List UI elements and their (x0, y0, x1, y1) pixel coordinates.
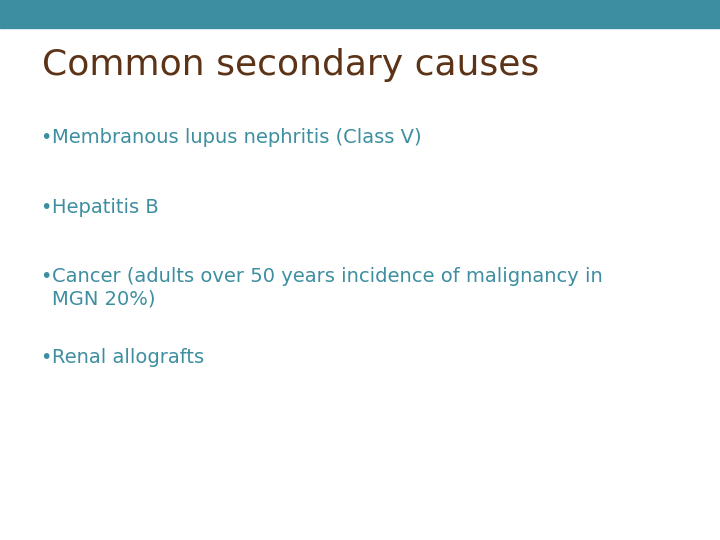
Text: •: • (40, 128, 51, 147)
Text: •: • (40, 348, 51, 367)
Text: Hepatitis B: Hepatitis B (52, 198, 158, 217)
Text: •: • (40, 198, 51, 217)
Text: •: • (40, 267, 51, 286)
Text: Common secondary causes: Common secondary causes (42, 48, 539, 82)
Bar (0, 0, 720, 28)
Text: MGN 20%): MGN 20%) (52, 289, 156, 308)
Text: Membranous lupus nephritis (Class V): Membranous lupus nephritis (Class V) (52, 128, 422, 147)
Text: Renal allografts: Renal allografts (52, 348, 204, 367)
Text: Cancer (adults over 50 years incidence of malignancy in: Cancer (adults over 50 years incidence o… (52, 267, 603, 286)
